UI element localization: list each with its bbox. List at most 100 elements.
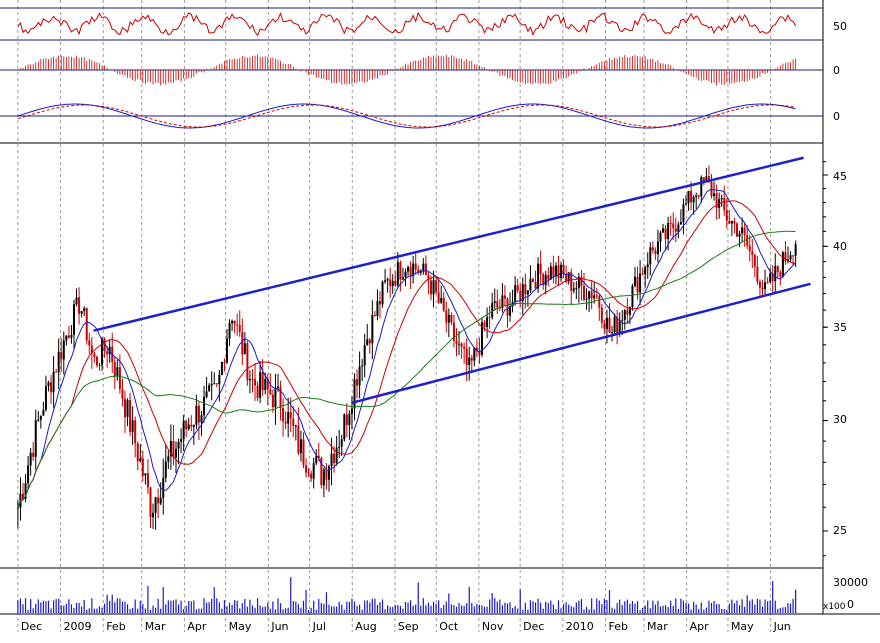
price-bar-body xyxy=(162,477,165,498)
price-bar-body xyxy=(429,280,432,295)
volume-bar xyxy=(731,599,733,613)
volume-bar xyxy=(374,598,376,613)
price-bar-body xyxy=(320,457,323,486)
month-label: Oct xyxy=(439,620,459,633)
volume-tick-label: 30000 xyxy=(833,576,868,589)
price-bar-body xyxy=(784,252,787,262)
price-bar-body xyxy=(486,317,489,327)
volume-bar xyxy=(603,598,605,613)
volume-bar xyxy=(772,581,774,613)
price-bar-body xyxy=(373,315,376,317)
price-bar-body xyxy=(180,438,183,442)
volume-bar xyxy=(774,600,776,613)
volume-bar xyxy=(601,604,603,613)
volume-bar xyxy=(489,599,491,613)
volume-bar xyxy=(680,598,682,613)
volume-bar xyxy=(629,603,631,613)
volume-bar xyxy=(167,600,169,613)
price-bar-body xyxy=(552,266,555,277)
volume-bar xyxy=(292,601,294,613)
price-bar-body xyxy=(633,276,636,286)
price-bar-body xyxy=(437,292,440,303)
price-bar-body xyxy=(447,314,450,323)
volume-bar xyxy=(565,602,567,613)
volume-bar xyxy=(315,609,317,613)
price-bar-body xyxy=(243,343,246,355)
price-bar-body xyxy=(414,263,417,270)
volume-bar xyxy=(782,607,784,613)
volume-bar xyxy=(455,606,458,613)
histogram-bars xyxy=(17,54,797,86)
volume-bar xyxy=(272,601,274,613)
price-bar-body xyxy=(72,304,75,335)
price-bar-body xyxy=(419,270,422,274)
volume-bar xyxy=(580,598,583,613)
volume-bar xyxy=(458,603,460,613)
volume-bar xyxy=(654,604,656,613)
volume-bar xyxy=(547,602,549,613)
volume-bar xyxy=(114,602,116,613)
volume-bar xyxy=(358,604,361,613)
volume-bar xyxy=(545,601,547,613)
volume-bar xyxy=(295,601,297,613)
volume-bar xyxy=(392,606,394,613)
volume-bar xyxy=(68,599,70,613)
price-bar-body xyxy=(282,408,285,422)
volume-bar xyxy=(795,589,797,613)
volume-bar xyxy=(177,604,180,613)
volume-bar xyxy=(172,600,175,613)
price-bar-body xyxy=(774,266,777,282)
volume-bar xyxy=(522,609,524,613)
price-bar-body xyxy=(129,400,132,432)
price-bar-body xyxy=(215,383,218,385)
price-bar-body xyxy=(220,361,223,375)
volume-bar xyxy=(422,598,424,613)
price-bar-body xyxy=(65,335,68,341)
price-bar-body xyxy=(572,288,575,291)
volume-bar xyxy=(693,601,695,613)
price-bar-body xyxy=(164,461,167,478)
volume-bar xyxy=(336,606,338,613)
price-bar-body xyxy=(735,223,738,237)
price-bar-body xyxy=(616,317,619,334)
price-bar-body xyxy=(463,346,466,349)
volume-bar xyxy=(244,599,246,613)
price-bar-body xyxy=(269,389,272,395)
price-bar-body xyxy=(412,263,415,276)
month-label: Aug xyxy=(355,620,376,633)
volume-bar xyxy=(129,609,131,613)
moving-average-short xyxy=(17,188,796,508)
price-bar-body xyxy=(649,247,652,265)
volume-bar xyxy=(37,599,39,613)
volume-bar xyxy=(126,604,129,613)
volume-bar xyxy=(537,598,539,613)
macd-tick-label: 0 xyxy=(833,110,840,123)
volume-bar xyxy=(639,609,641,613)
price-bar-body xyxy=(623,310,626,320)
price-bar-body xyxy=(776,266,779,273)
price-bar-body xyxy=(154,497,157,513)
volume-bar xyxy=(652,600,654,613)
price-bar-body xyxy=(682,204,685,223)
volume-bar xyxy=(667,606,669,613)
volume-bar xyxy=(381,599,384,613)
price-bar-body xyxy=(580,276,583,287)
volume-bar xyxy=(63,605,65,613)
price-bar-body xyxy=(350,408,353,414)
price-bar-body xyxy=(651,247,654,251)
volume-bar xyxy=(721,608,723,613)
volume-bar xyxy=(369,602,371,613)
price-bar-body xyxy=(205,391,208,397)
price-bar-body xyxy=(396,262,399,286)
price-bar-body xyxy=(435,280,438,293)
volume-bar xyxy=(98,606,101,613)
price-bar-body xyxy=(358,366,361,386)
volume-bar xyxy=(310,607,312,613)
price-bar-body xyxy=(62,340,65,360)
price-bar-body xyxy=(190,424,193,427)
volume-bar xyxy=(471,602,473,613)
volume-bar xyxy=(361,609,363,613)
volume-bar xyxy=(285,608,287,613)
volume-bar xyxy=(733,603,736,613)
